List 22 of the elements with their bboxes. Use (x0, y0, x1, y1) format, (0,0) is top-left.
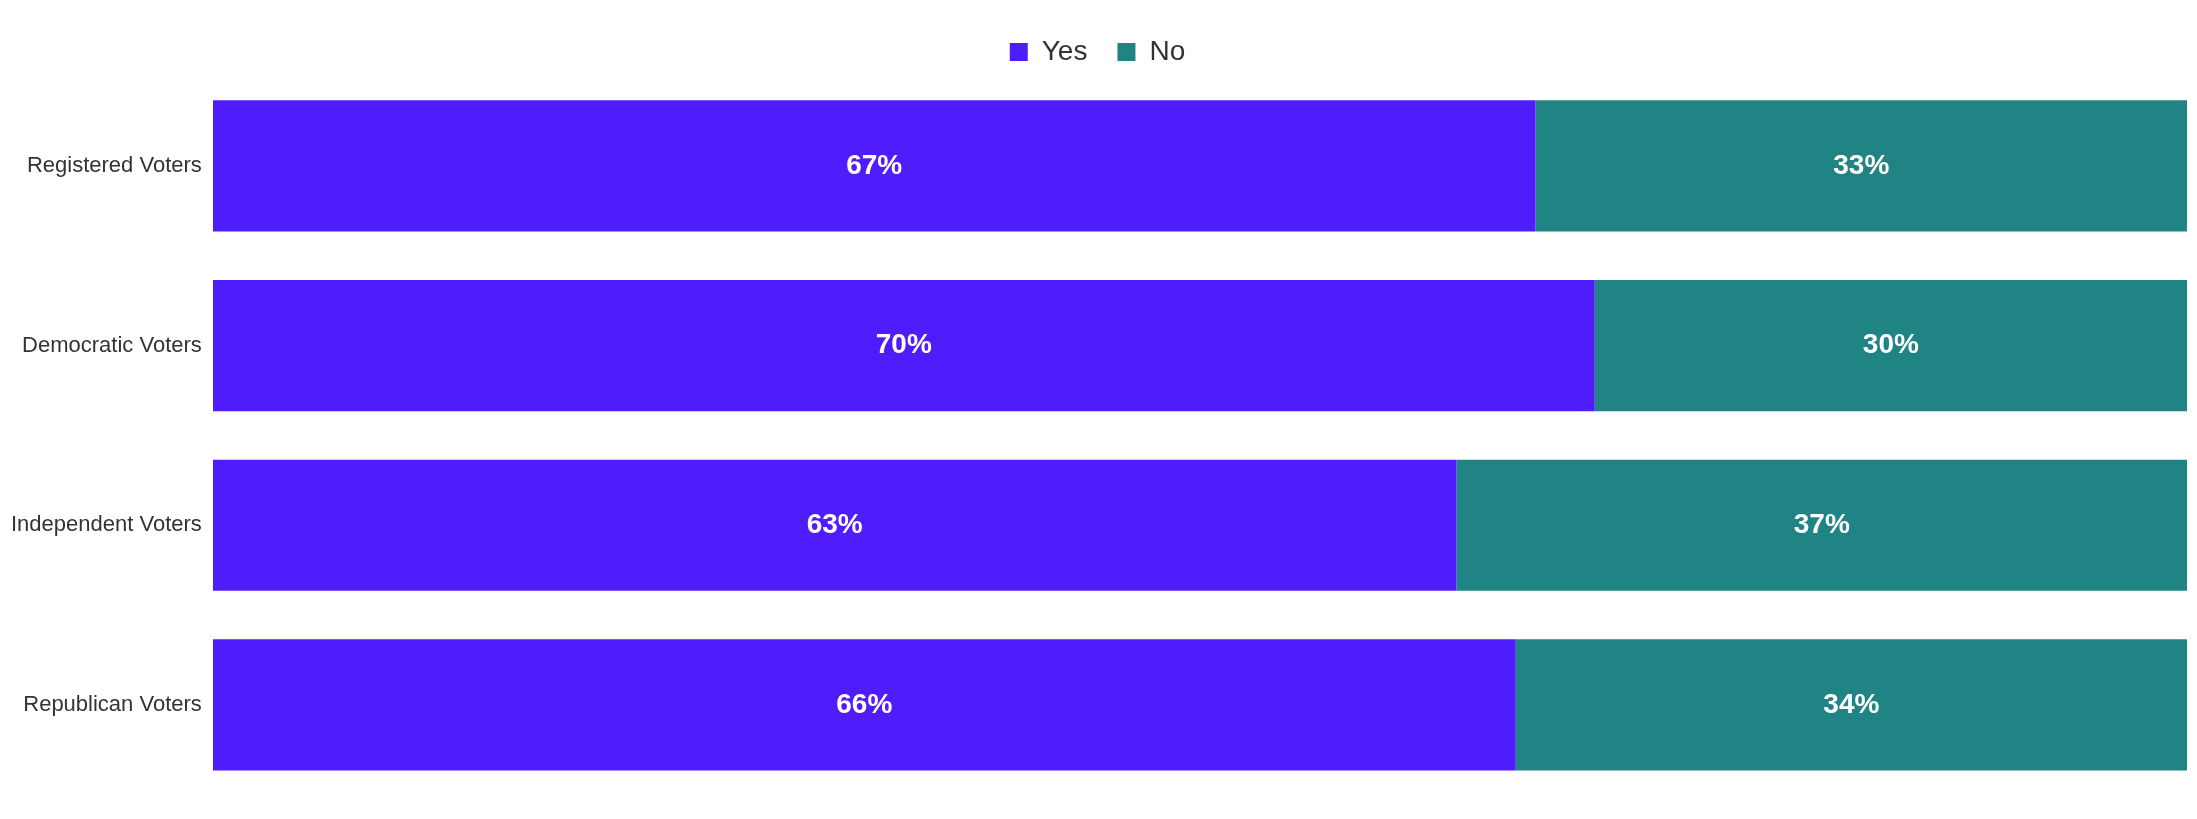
bar (212, 279, 1595, 412)
y-tick-label: Registered Voters (26, 151, 202, 177)
bar (1456, 459, 2187, 591)
y-tick-label: Democratic Voters (22, 331, 202, 357)
data-label: 30% (1862, 328, 1919, 360)
legend-label: Yes (1041, 34, 1088, 66)
data-label: 67% (846, 148, 903, 180)
bar (1515, 639, 2187, 771)
data-label: 34% (1823, 687, 1880, 719)
bar (212, 100, 1536, 232)
data-label: 66% (836, 687, 893, 719)
y-tick-label: Independent Voters (11, 511, 202, 537)
bar (212, 459, 1457, 591)
bar (1594, 279, 2187, 412)
data-label: 63% (806, 507, 863, 539)
data-label: 33% (1833, 148, 1890, 180)
y-tick-label: Republican Voters (23, 691, 202, 717)
bar (1535, 100, 2187, 232)
bar (212, 639, 1516, 771)
data-label: 70% (875, 328, 932, 360)
legend-label: No (1149, 34, 1186, 66)
data-label: 37% (1793, 507, 1850, 539)
